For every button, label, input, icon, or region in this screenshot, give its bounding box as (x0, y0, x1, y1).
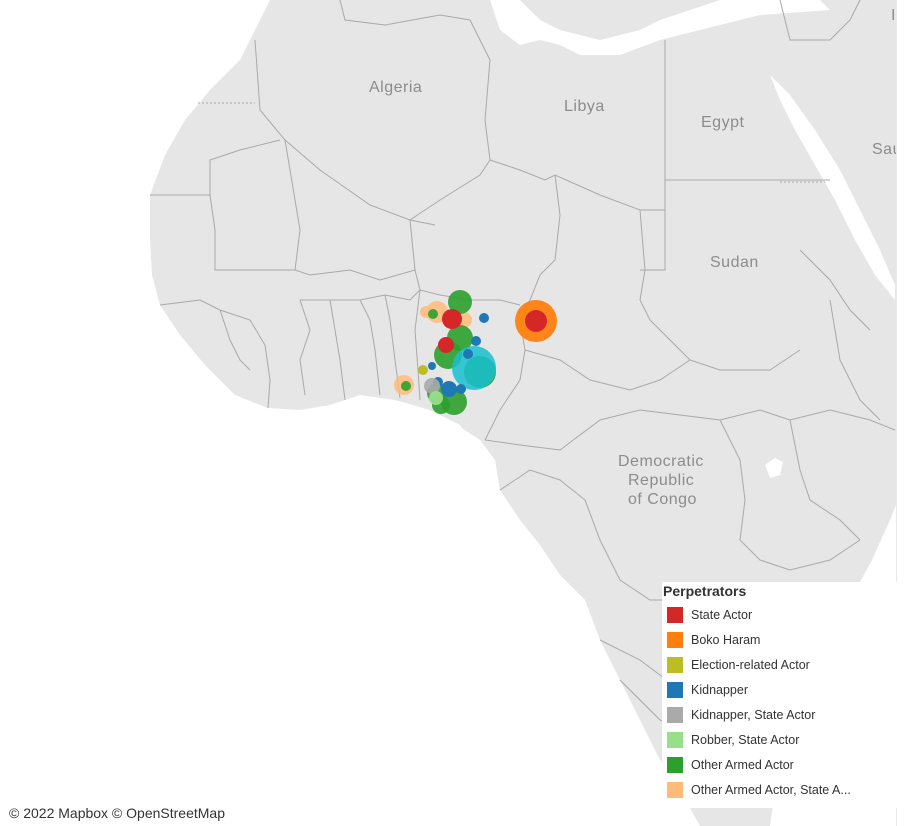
legend-item-boko-haram[interactable]: Boko Haram (667, 631, 760, 649)
event-bubble[interactable] (424, 378, 440, 394)
lake (765, 458, 783, 478)
legend-item-kidnapper-state-actor[interactable]: Kidnapper, State Actor (667, 706, 815, 724)
event-bubble[interactable] (429, 391, 443, 405)
event-bubble[interactable] (442, 309, 462, 329)
mediterranean-sea (490, 0, 830, 55)
event-bubble[interactable] (401, 381, 411, 391)
event-bubble[interactable] (428, 309, 438, 319)
country-label-libya: Libya (564, 98, 605, 115)
country-label-drc-line1: Democratic (618, 453, 704, 470)
event-bubble[interactable] (438, 337, 454, 353)
legend-label: Boko Haram (691, 633, 761, 647)
legend-swatch (667, 682, 683, 698)
map-border (896, 0, 897, 826)
gulf-of-guinea (268, 397, 500, 500)
event-bubbles[interactable] (394, 290, 557, 415)
legend-item-state-actor[interactable]: State Actor (667, 606, 752, 624)
legend-swatch (667, 657, 683, 673)
legend-swatch (667, 757, 683, 773)
legend-swatch (667, 707, 683, 723)
map-attribution[interactable]: © 2022 Mapbox © OpenStreetMap (9, 805, 225, 821)
event-bubble[interactable] (428, 362, 436, 370)
country-label-egypt: Egypt (701, 114, 744, 131)
legend-label: Election-related Actor (691, 658, 810, 672)
event-bubble[interactable] (479, 313, 489, 323)
event-bubble[interactable] (463, 349, 473, 359)
legend-title: Perpetrators (663, 583, 747, 599)
legend-label: Other Armed Actor (691, 758, 794, 772)
event-bubble[interactable] (418, 365, 428, 375)
legend-label: Robber, State Actor (691, 733, 800, 747)
legend-label: Kidnapper, State Actor (691, 708, 816, 722)
country-label-algeria: Algeria (369, 79, 422, 96)
legend-label: Other Armed Actor, State A... (691, 783, 851, 797)
legend-label: State Actor (691, 608, 753, 622)
legend-swatch (667, 607, 683, 623)
country-label-edge-partial: I (891, 7, 896, 24)
country-label-saudi-partial: Sau (872, 141, 896, 158)
country-labels: Algeria Libya Egypt Sudan Democratic Rep… (369, 7, 896, 508)
legend-item-other-armed-actor-state-actor[interactable]: Other Armed Actor, State A... (667, 781, 851, 799)
legend-swatch (667, 632, 683, 648)
event-bubble[interactable] (452, 346, 496, 390)
country-label-sudan: Sudan (710, 254, 759, 271)
event-bubble[interactable] (448, 290, 472, 314)
red-sea (770, 75, 895, 300)
legend-label: Kidnapper (691, 683, 748, 697)
country-label-drc-line2: Republic (628, 472, 694, 489)
legend-swatch (667, 782, 683, 798)
legend-item-kidnapper[interactable]: Kidnapper (667, 681, 748, 699)
legend: Perpetrators State Actor Boko Haram Elec… (662, 582, 902, 808)
legend-item-election-related-actor[interactable]: Election-related Actor (667, 656, 810, 674)
disputed-borders (198, 102, 825, 183)
event-bubble[interactable] (525, 310, 547, 332)
legend-item-other-armed-actor[interactable]: Other Armed Actor (667, 756, 794, 774)
event-bubble[interactable] (456, 384, 466, 394)
event-bubble[interactable] (441, 381, 457, 397)
legend-item-robber-state-actor[interactable]: Robber, State Actor (667, 731, 799, 749)
event-bubble[interactable] (471, 336, 481, 346)
country-label-drc-line3: of Congo (628, 491, 697, 508)
legend-swatch (667, 732, 683, 748)
